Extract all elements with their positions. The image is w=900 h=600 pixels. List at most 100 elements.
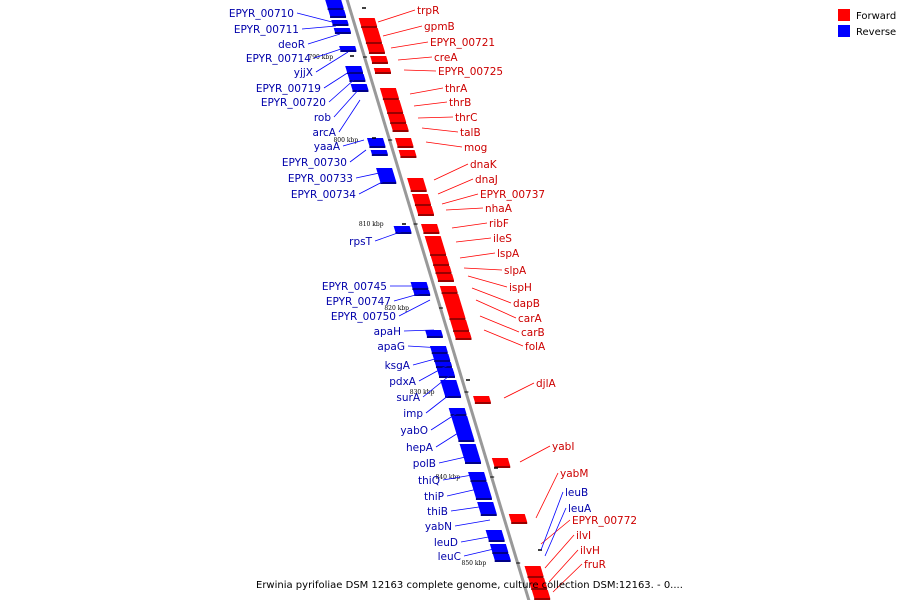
forward-gene-label[interactable]: ispH [509,282,532,294]
reverse-gene-block[interactable] [325,0,344,10]
forward-gene-block[interactable] [424,236,447,256]
reverse-gene-label[interactable]: EPYR_00734 [291,189,356,201]
forward-gene-label[interactable]: dapB [513,298,540,310]
forward-gene-block[interactable] [524,566,544,578]
reverse-gene-block[interactable] [432,354,451,362]
forward-gene-label[interactable]: yabI [552,441,574,453]
forward-gene-label[interactable]: talB [460,127,481,139]
reverse-gene-label[interactable]: deoR [278,39,305,51]
forward-gene-block[interactable] [491,458,511,468]
forward-gene-block[interactable] [387,114,407,124]
forward-gene-label[interactable]: ilvH [580,545,600,557]
reverse-gene-label[interactable]: hepA [406,442,434,454]
forward-gene-label[interactable]: ileS [493,233,512,245]
forward-gene-label[interactable]: creA [434,52,458,64]
reverse-gene-block[interactable] [410,282,429,290]
reverse-gene-label[interactable]: thiB [427,506,448,518]
forward-gene-block[interactable] [439,286,458,294]
reverse-gene-label[interactable]: EPYR_00733 [288,173,353,185]
reverse-gene-block[interactable] [440,380,462,398]
forward-gene-label[interactable]: slpA [504,265,527,277]
reverse-gene-label[interactable]: yjjX [294,67,313,79]
forward-gene-label[interactable]: nhaA [485,203,513,215]
forward-gene-label[interactable]: thrC [455,112,477,124]
forward-gene-label[interactable]: djlA [536,378,556,390]
reverse-gene-label[interactable]: leuD [434,537,458,549]
reverse-gene-label[interactable]: surA [396,392,420,404]
reverse-gene-label[interactable]: leuA [568,503,592,515]
reverse-gene-label[interactable]: EPYR_00714 [246,53,311,65]
forward-gene-label[interactable]: trpR [417,5,439,17]
forward-gene-block[interactable] [398,150,417,158]
forward-gene-label[interactable]: ribF [489,218,509,230]
forward-gene-block[interactable] [442,294,466,320]
forward-gene-label[interactable]: yabM [560,468,588,480]
forward-gene-block[interactable] [450,320,470,332]
reverse-gene-label[interactable]: EPYR_00710 [229,8,294,20]
forward-gene-block[interactable] [407,178,427,192]
reverse-gene-label[interactable]: EPYR_00730 [282,157,347,169]
forward-gene-block[interactable] [436,274,454,282]
reverse-gene-block[interactable] [331,20,349,26]
reverse-gene-block[interactable] [448,408,467,416]
reverse-gene-block[interactable] [328,10,347,18]
reverse-gene-label[interactable]: EPYR_00745 [322,281,387,293]
reverse-gene-label[interactable]: EPYR_00719 [256,83,321,95]
reverse-gene-block[interactable] [451,416,475,442]
forward-gene-block[interactable] [373,68,391,74]
forward-gene-label[interactable]: dnaJ [475,174,498,186]
reverse-gene-block[interactable] [477,502,497,516]
forward-gene-block[interactable] [370,56,388,64]
reverse-gene-label[interactable]: pdxA [389,376,417,388]
forward-gene-label[interactable]: EPYR_00725 [438,66,503,78]
reverse-gene-block[interactable] [471,482,492,500]
reverse-gene-block[interactable] [485,530,505,542]
forward-gene-label[interactable]: carB [521,327,545,339]
forward-gene-label[interactable]: carA [518,313,543,325]
reverse-gene-block[interactable] [370,150,388,156]
reverse-gene-block[interactable] [434,362,452,368]
reverse-gene-label[interactable]: imp [403,408,423,420]
forward-gene-label[interactable]: dnaK [470,159,498,171]
forward-gene-label[interactable]: gpmB [424,21,455,33]
reverse-gene-label[interactable]: thiP [424,491,444,503]
reverse-gene-block[interactable] [492,554,511,562]
forward-gene-block[interactable] [411,194,431,206]
reverse-gene-label[interactable]: leuB [565,487,588,499]
reverse-gene-label[interactable]: apaG [377,341,405,353]
reverse-gene-block[interactable] [347,74,366,82]
reverse-gene-block[interactable] [468,472,487,482]
reverse-gene-label[interactable]: EPYR_00747 [326,296,391,308]
reverse-gene-block[interactable] [339,46,357,52]
forward-gene-label[interactable]: lspA [497,248,520,260]
forward-gene-label[interactable]: EPYR_00772 [572,515,637,527]
reverse-gene-label[interactable]: leuC [438,551,461,563]
reverse-gene-block[interactable] [459,444,482,464]
reverse-gene-label[interactable]: yabO [400,425,428,437]
reverse-gene-label[interactable]: EPYR_00720 [261,97,326,109]
forward-gene-block[interactable] [430,256,450,266]
reverse-gene-label[interactable]: arcA [313,127,337,139]
forward-gene-block[interactable] [358,18,378,28]
forward-gene-label[interactable]: thrA [445,83,468,95]
reverse-gene-block[interactable] [425,330,443,338]
forward-gene-label[interactable]: EPYR_00721 [430,37,495,49]
reverse-gene-block[interactable] [489,544,509,554]
forward-gene-block[interactable] [433,266,452,274]
reverse-gene-label[interactable]: rpsT [349,236,372,248]
forward-gene-block[interactable] [361,28,382,44]
forward-gene-block[interactable] [415,206,434,216]
reverse-gene-label[interactable]: thiQ [418,475,440,487]
forward-gene-label[interactable]: thrB [449,97,471,109]
reverse-gene-label[interactable]: EPYR_00750 [331,311,396,323]
reverse-gene-block[interactable] [436,368,455,378]
forward-gene-label[interactable]: EPYR_00737 [480,189,545,201]
forward-gene-block[interactable] [394,138,414,148]
reverse-gene-block[interactable] [333,28,351,34]
forward-gene-block[interactable] [531,590,551,600]
forward-gene-block[interactable] [366,44,385,54]
forward-gene-block[interactable] [528,578,548,590]
forward-gene-label[interactable]: ilvI [576,530,591,542]
reverse-gene-label[interactable]: ksgA [385,360,411,372]
forward-gene-block[interactable] [421,224,440,234]
